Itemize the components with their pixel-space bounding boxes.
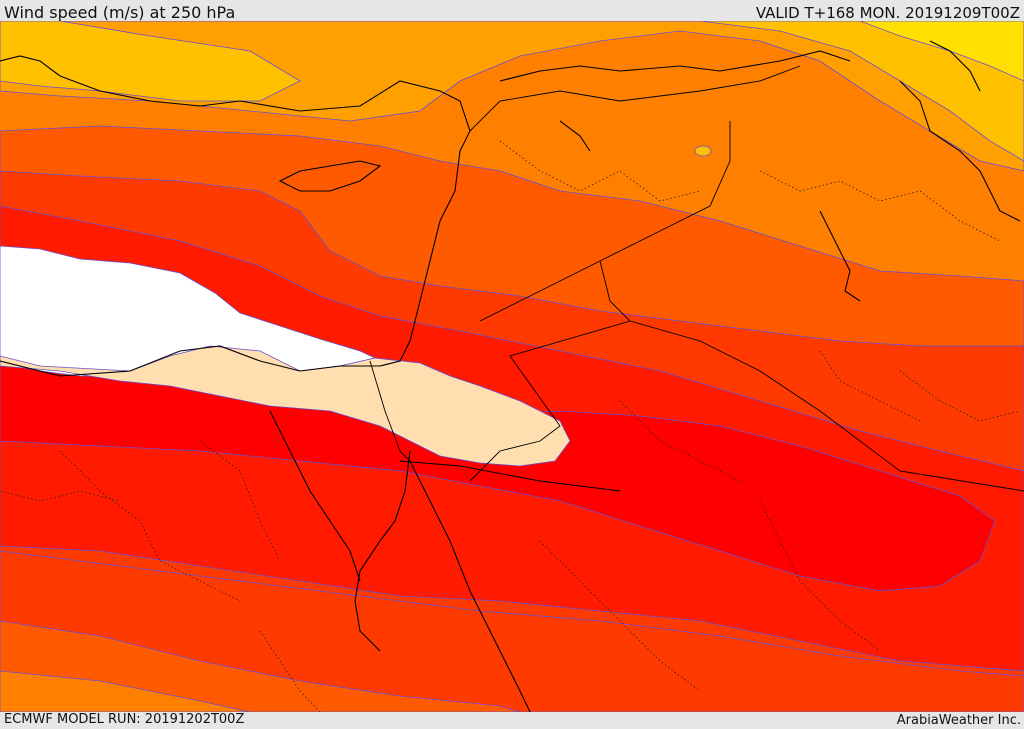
wind-patch-small xyxy=(694,145,712,157)
credit-label: ArabiaWeather Inc. xyxy=(896,713,1021,728)
country-borders xyxy=(369,65,1024,492)
header-bar: Wind speed (m/s) at 250 hPa VALID T+168 … xyxy=(0,0,1024,22)
wind-core-white xyxy=(0,245,377,377)
wind-band-lower-orange xyxy=(0,550,1024,712)
wind-band-yellow-top xyxy=(859,21,1024,82)
map-title: Wind speed (m/s) at 250 hPa xyxy=(4,3,236,22)
wind-core-peach xyxy=(0,345,571,467)
wind-band-bottom-light xyxy=(0,670,251,712)
admin-borders xyxy=(0,140,1021,712)
coastlines xyxy=(0,40,1021,712)
footer-bar: ECMWF MODEL RUN: 20191202T00Z ArabiaWeat… xyxy=(0,712,1024,729)
model-run-label: ECMWF MODEL RUN: 20191202T00Z xyxy=(4,712,245,727)
wind-band-amber-west xyxy=(0,21,301,102)
valid-time: VALID T+168 MON. 20191209T00Z xyxy=(755,4,1020,22)
wind-speed-map xyxy=(0,21,1024,712)
